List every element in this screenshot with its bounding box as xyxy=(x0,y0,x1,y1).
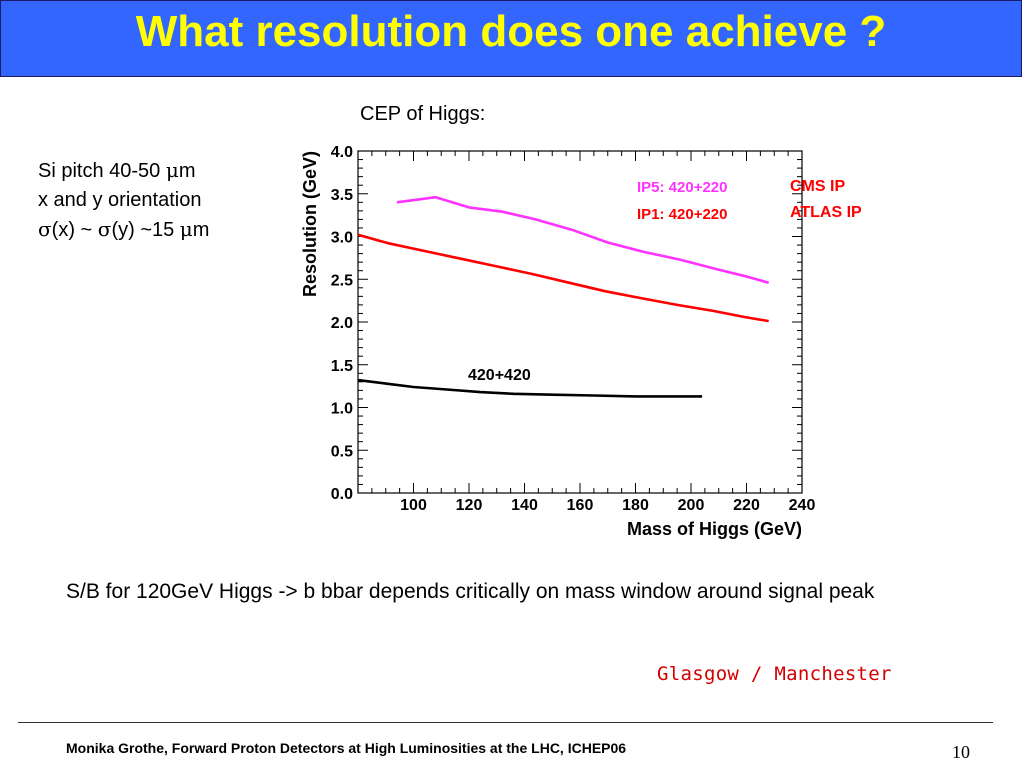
y-tick-label: 0.0 xyxy=(331,486,353,503)
slide-title: What resolution does one achieve ? xyxy=(135,7,887,56)
resolution-chart: 100 120 140 160 180 200 220 240 0.0 0.5 1.0 1.5 2.0 2… xyxy=(300,144,862,539)
series-line-0 xyxy=(396,195,770,284)
notes-sigma-x: (x) ~ xyxy=(51,219,98,241)
x-tick-label: 200 xyxy=(678,497,705,514)
footer-text: Monika Grothe, Forward Proton Detectors … xyxy=(66,740,627,756)
chart-annotation: 420+420 xyxy=(468,367,531,384)
x-tick-label: 100 xyxy=(400,497,427,514)
notes-line-sigma: σ(x) ~ σ(y) ~15 μm xyxy=(38,215,209,245)
x-tick-label: 240 xyxy=(789,497,816,514)
y-tick-label: 4.0 xyxy=(331,144,353,161)
page-number: 10 xyxy=(952,742,970,762)
mu-symbol: μ xyxy=(179,217,193,241)
notes-line-pitch: Si pitch 40-50 μm xyxy=(38,156,209,186)
mu-symbol: μ xyxy=(165,158,179,182)
y-tick-label: 0.5 xyxy=(331,443,353,460)
y-tick-label: 2.5 xyxy=(331,272,353,289)
x-tick-label: 120 xyxy=(456,497,483,514)
x-axis-label: Mass of Higgs (GeV) xyxy=(627,519,802,539)
y-tick-label: 1.5 xyxy=(331,358,353,375)
chart-annotation: ATLAS IP xyxy=(790,204,862,221)
notes-sigma-unit: m xyxy=(192,219,210,241)
x-tick-label: 180 xyxy=(622,497,649,514)
sigma-symbol: σ xyxy=(38,217,52,241)
notes-line-orientation: x and y orientation xyxy=(38,189,202,211)
notes-pitch-text: Si pitch 40-50 xyxy=(38,160,166,182)
x-tick-label: 160 xyxy=(567,497,594,514)
y-axis-label: Resolution (GeV) xyxy=(300,151,320,297)
detector-notes: Si pitch 40-50 μm x and y orientation σ(… xyxy=(38,156,209,245)
series-line-1 xyxy=(357,233,769,323)
legend-label: IP1: 420+220 xyxy=(637,206,728,223)
y-tick-label: 3.5 xyxy=(331,187,353,204)
chart-caption: CEP of Higgs: xyxy=(360,103,486,125)
x-tick-label: 140 xyxy=(511,497,538,514)
credit-text: Glasgow / Manchester xyxy=(657,663,892,685)
body-text: S/B for 120GeV Higgs -> b bbar depends c… xyxy=(66,580,875,603)
plot-frame xyxy=(357,150,803,494)
title-bar: What resolution does one achieve ? xyxy=(0,0,1022,77)
notes-sigma-y: (y) ~15 xyxy=(111,219,180,241)
x-tick-label: 220 xyxy=(733,497,760,514)
y-tick-label: 2.0 xyxy=(331,315,353,332)
series-line-2 xyxy=(357,378,703,398)
footer-divider xyxy=(18,722,993,723)
sigma-symbol: σ xyxy=(97,217,112,241)
notes-pitch-unit: m xyxy=(178,160,196,182)
chart-annotation: CMS IP xyxy=(790,178,845,195)
legend-label: IP5: 420+220 xyxy=(637,179,728,196)
y-tick-label: 3.0 xyxy=(331,230,353,247)
y-tick-label: 1.0 xyxy=(331,401,353,418)
